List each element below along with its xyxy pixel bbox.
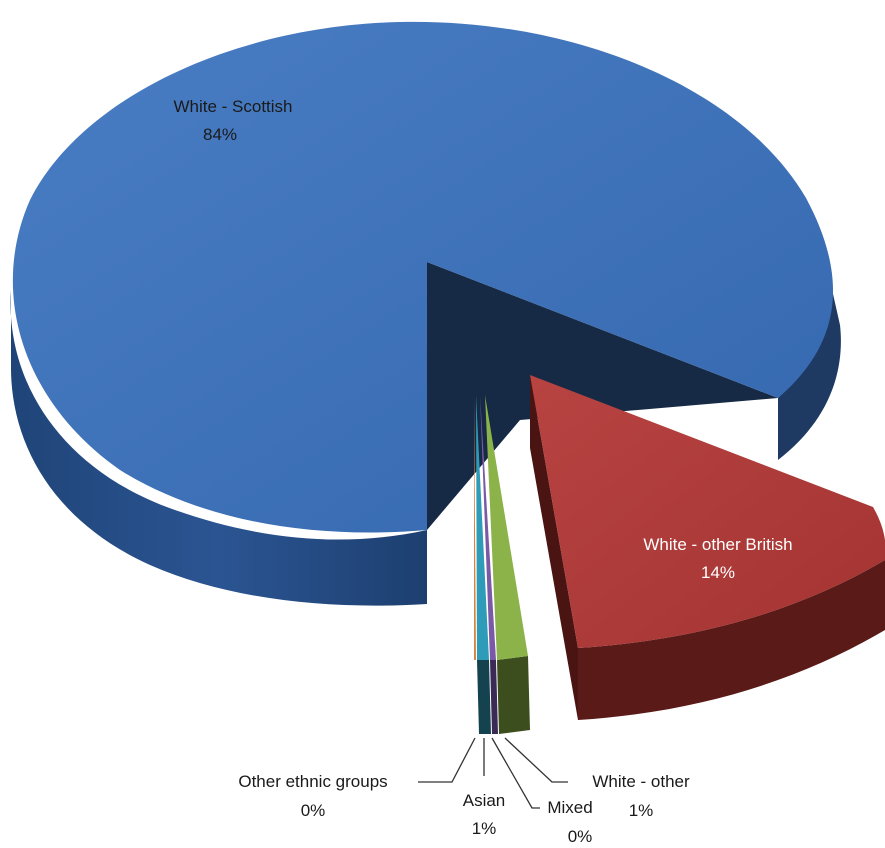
label-white-other-value: 1%: [629, 801, 654, 820]
slice-white-other-british-rim: [578, 560, 885, 720]
slice-mixed: [480, 395, 496, 660]
slice-white-other: [485, 395, 528, 660]
label-asian-name: Asian: [463, 791, 506, 810]
slice-white-scottish-inner-wall: [427, 262, 778, 530]
slice-mixed-side: [490, 660, 498, 734]
slice-white-other-british: [530, 375, 885, 648]
label-other-ethnic-groups-value: 0%: [301, 801, 326, 820]
label-white-scottish-value: 84%: [203, 125, 237, 144]
slice-other-ethnic-groups: [474, 395, 476, 660]
leader-mixed: [491, 737, 540, 809]
slice-white-scottish-side: [10, 290, 428, 606]
slice-white-other-british-side: [530, 375, 578, 720]
label-mixed-name: Mixed: [547, 798, 592, 817]
slice-asian: [476, 395, 489, 660]
leader-other-ethnic-groups: [418, 737, 476, 783]
slice-asian-side: [477, 660, 491, 734]
label-asian-value: 1%: [472, 819, 497, 838]
label-mixed-value: 0%: [568, 827, 593, 846]
label-white-other-name: White - other: [592, 772, 690, 791]
label-white-scottish-name: White - Scottish: [173, 97, 292, 116]
slice-white-scottish: [12, 21, 834, 533]
leader-white-other: [504, 737, 568, 783]
label-white-other-british-name: White - other British: [643, 535, 792, 554]
label-other-ethnic-groups-name: Other ethnic groups: [238, 772, 387, 791]
label-white-other-british-value: 14%: [701, 563, 735, 582]
slice-white-other-side: [497, 656, 530, 734]
